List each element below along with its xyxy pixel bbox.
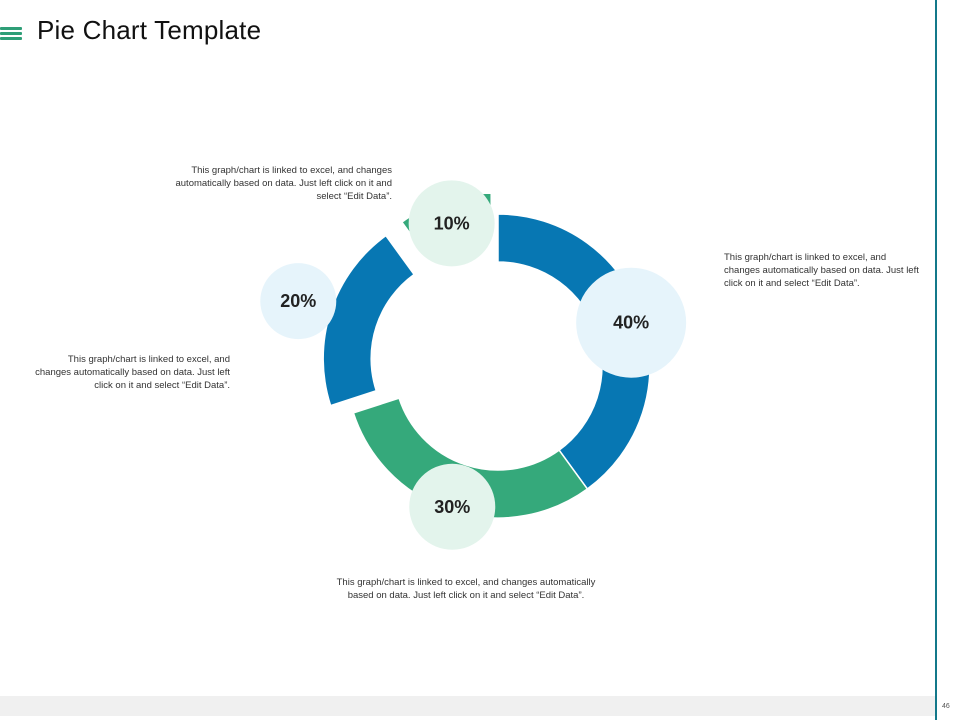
footer-bar (0, 696, 935, 716)
label-bubble-30 (409, 463, 496, 550)
data-label-40: 40% (613, 313, 649, 333)
slice-20 (322, 234, 416, 407)
slice-30 (352, 397, 589, 519)
annotation-slice-30: This graph/chart is linked to excel, and… (336, 577, 596, 601)
label-bubble-40 (576, 267, 687, 378)
label-bubble-20 (260, 263, 337, 340)
data-label-20: 20% (280, 291, 316, 311)
data-label-10: 10% (434, 213, 470, 233)
page-number: 46 (942, 703, 950, 710)
data-label-30: 30% (434, 497, 470, 517)
hamburger-menu-icon (0, 27, 22, 40)
annotation-slice-10: This graph/chart is linked to excel, and… (175, 165, 392, 202)
right-accent-rule (935, 0, 937, 720)
annotation-slice-40: This graph/chart is linked to excel, and… (724, 252, 919, 289)
annotation-slice-20: This graph/chart is linked to excel, and… (35, 354, 230, 391)
label-bubble-10 (408, 180, 495, 267)
slide-title: Pie Chart Template (37, 15, 262, 45)
